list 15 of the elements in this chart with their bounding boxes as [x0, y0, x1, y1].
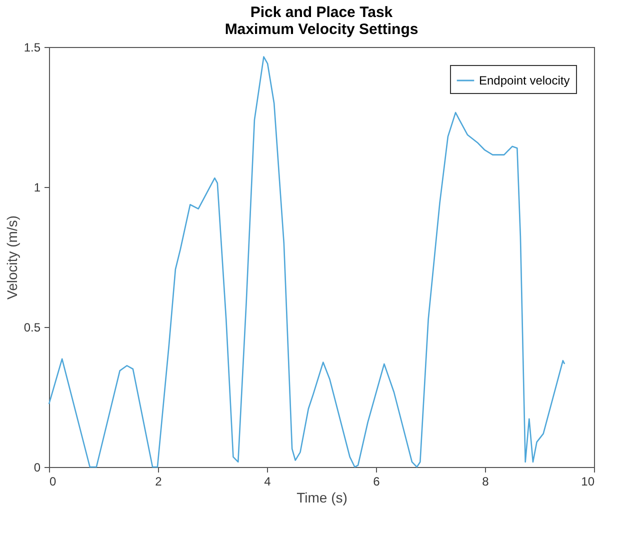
text: Maximum Velocity Settings	[224, 21, 418, 38]
y-tick-label: 1.5	[24, 40, 41, 54]
y-tick-label: 0	[34, 460, 41, 474]
x-tick-label: 4	[264, 474, 272, 488]
x-tick-label: 2	[155, 474, 162, 488]
legend-label: Endpoint velocity	[479, 74, 570, 88]
x-tick-label: 0	[50, 474, 56, 488]
text: Pick and Place Task	[250, 4, 393, 21]
x-axis-title: Time (s)	[296, 490, 348, 506]
y-axis-title: Velocity (m/s)	[4, 215, 20, 300]
y-tick-label: 0.5	[24, 320, 41, 334]
x-tick-label: 6	[373, 474, 380, 488]
x-tick-label: 10	[581, 474, 595, 488]
x-tick-label: 8	[482, 474, 490, 488]
y-tick-label: 1	[34, 180, 41, 194]
